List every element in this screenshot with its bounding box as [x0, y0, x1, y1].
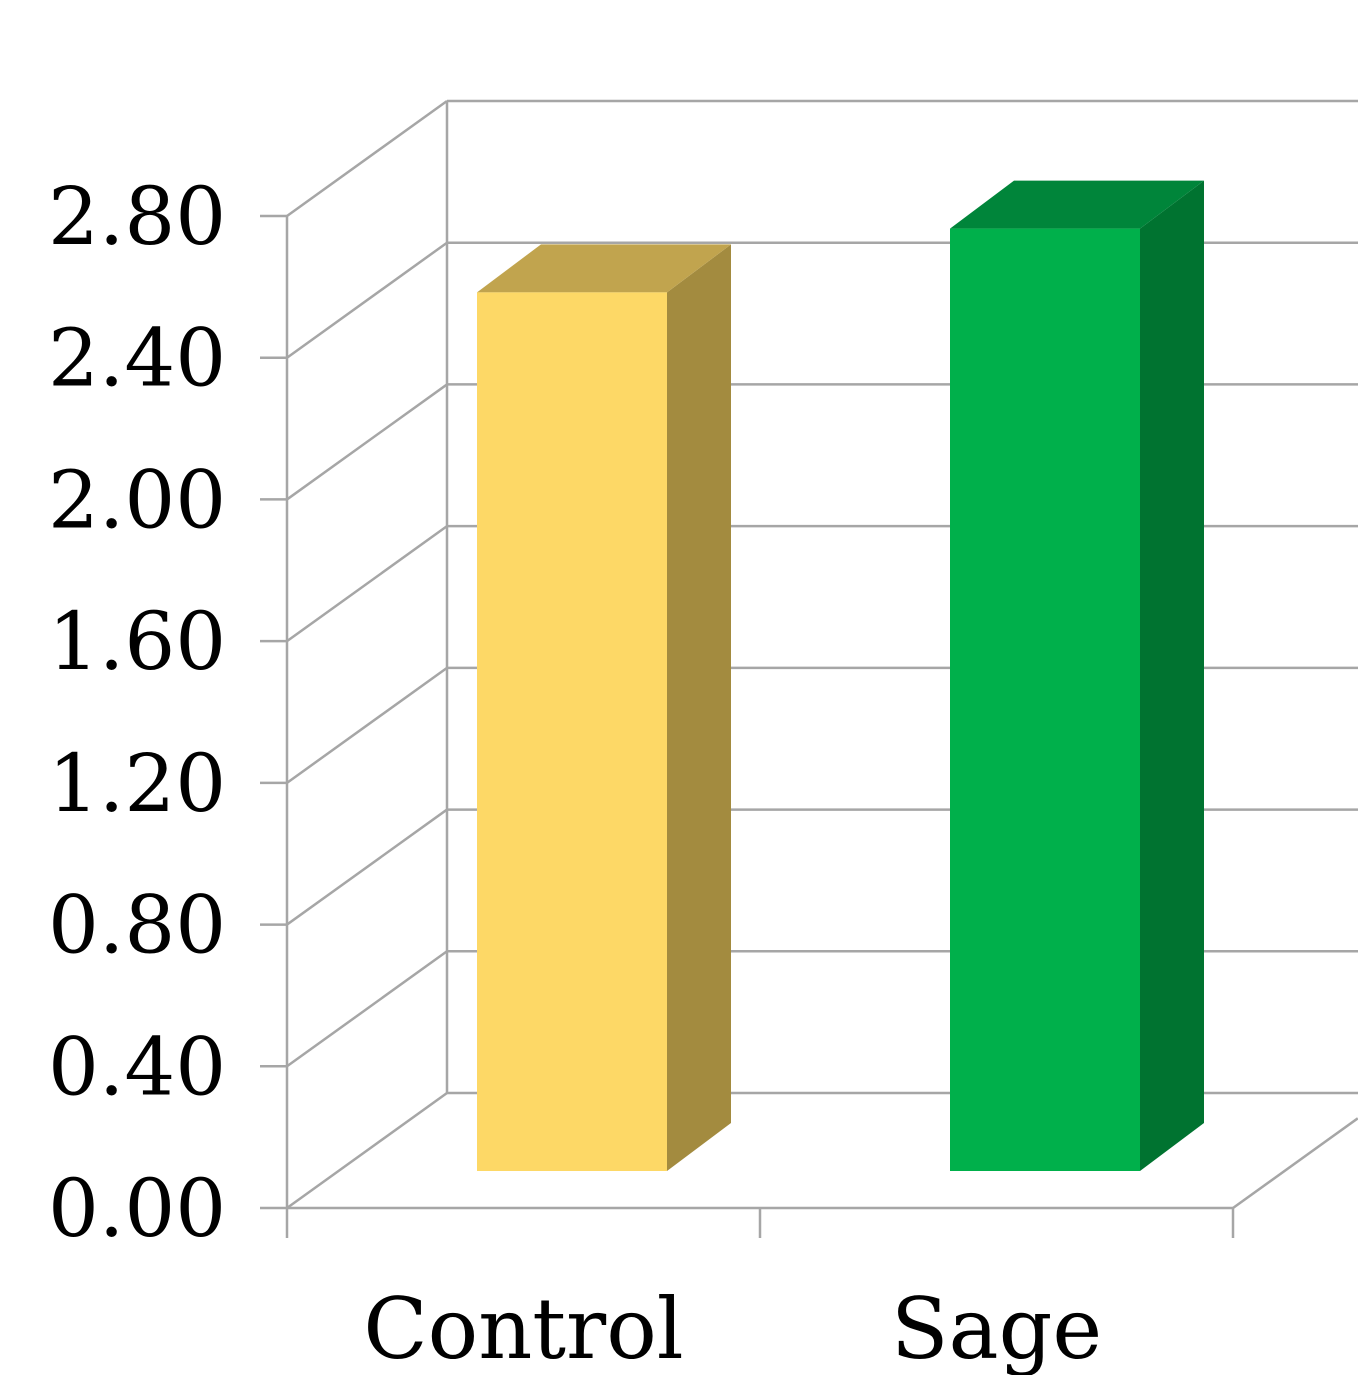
y-tick-label-1: 0.40	[48, 1020, 226, 1113]
x-category-label-1: Sage	[891, 1280, 1102, 1375]
side-gridline-7	[286, 99, 448, 218]
y-tick-label-5: 2.00	[48, 453, 226, 546]
side-gridline-6	[286, 241, 448, 359]
side-gridline-3	[286, 666, 448, 784]
y-tick-label-7: 2.80	[48, 170, 226, 263]
bar-side-sage	[1140, 180, 1204, 1172]
x-category-label-0: Control	[363, 1280, 683, 1375]
floor-right-edge	[1232, 1117, 1358, 1210]
bar-side-control	[667, 244, 731, 1171]
bar-sage	[950, 180, 1204, 1172]
side-gridline-0	[286, 1091, 448, 1210]
side-gridline-5	[286, 383, 448, 501]
side-gridline-2	[286, 808, 448, 926]
x-axis-categories: Control Sage	[363, 1280, 1102, 1375]
y-axis-ticks: 0.00 0.40 0.80 1.20 1.60 2.00 2.40 2.80	[48, 170, 226, 1255]
bar-top-control	[477, 244, 731, 293]
y-tick-label-2: 0.80	[48, 879, 226, 972]
bar-front-sage	[950, 228, 1140, 1172]
side-gridline-1	[286, 950, 448, 1068]
chart-bars	[477, 180, 1204, 1172]
y-tick-label-0: 0.00	[48, 1162, 226, 1255]
y-tick-label-3: 1.20	[48, 737, 226, 830]
side-gridline-4	[286, 525, 448, 643]
y-tick-label-6: 2.40	[48, 312, 226, 405]
y-tick-label-4: 1.60	[48, 595, 226, 688]
bar-front-control	[477, 292, 667, 1171]
bar-top-sage	[950, 180, 1204, 229]
bar-control	[477, 244, 731, 1171]
